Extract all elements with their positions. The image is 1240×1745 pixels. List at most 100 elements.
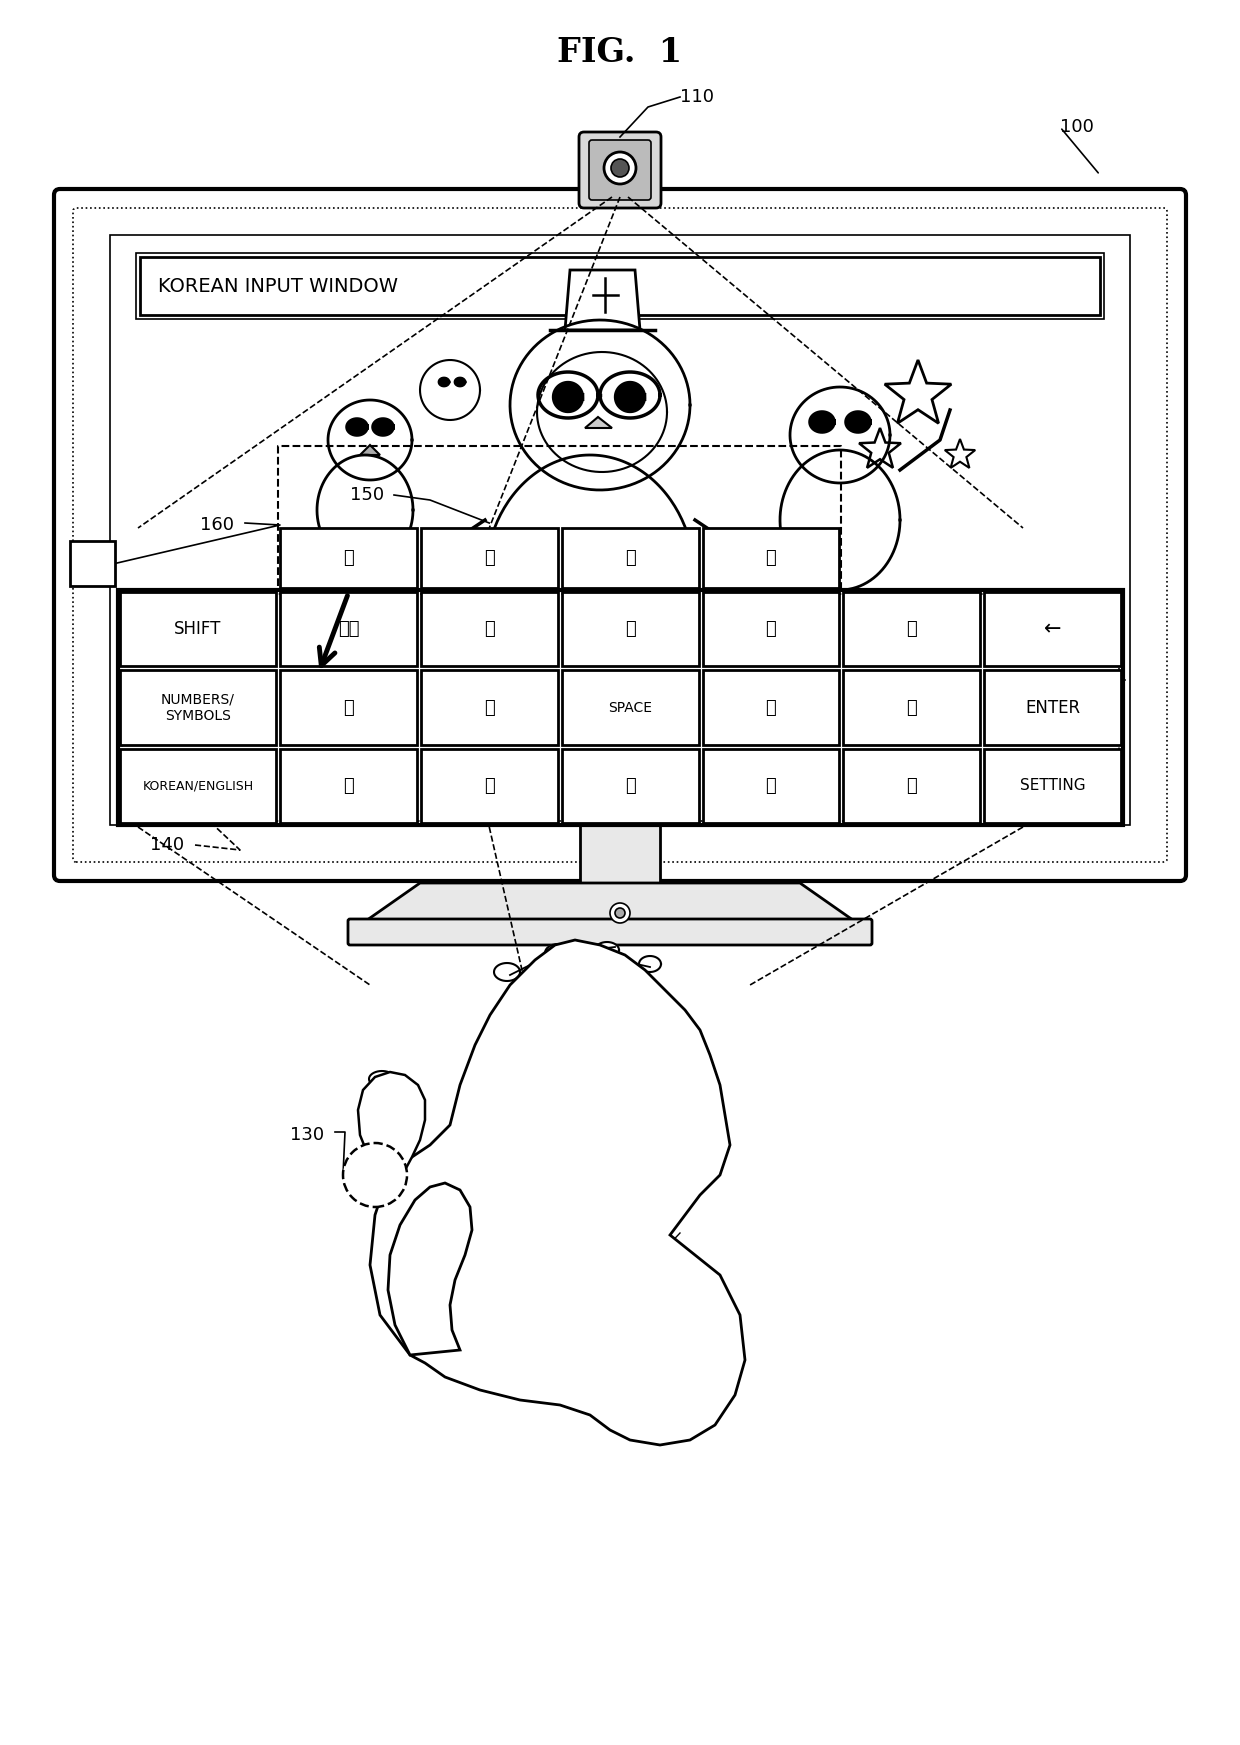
Polygon shape xyxy=(455,379,465,386)
Bar xyxy=(280,529,417,588)
Polygon shape xyxy=(374,421,392,435)
Bar xyxy=(122,593,1118,820)
Text: ㄱ: ㄱ xyxy=(484,777,495,794)
Polygon shape xyxy=(595,942,619,958)
Polygon shape xyxy=(847,414,869,431)
Text: 130: 130 xyxy=(290,1126,324,1145)
Polygon shape xyxy=(329,400,412,480)
Polygon shape xyxy=(494,963,520,981)
Bar xyxy=(562,749,698,824)
Text: ㄱ: ㄱ xyxy=(765,550,776,567)
Text: 카: 카 xyxy=(484,550,495,567)
Text: 140: 140 xyxy=(150,836,184,853)
Bar xyxy=(120,670,277,745)
Polygon shape xyxy=(420,359,480,421)
Text: KOREAN INPUT WINDOW: KOREAN INPUT WINDOW xyxy=(157,276,398,295)
Bar xyxy=(136,253,1104,319)
Bar xyxy=(280,749,417,824)
Polygon shape xyxy=(859,428,901,468)
Polygon shape xyxy=(360,883,861,925)
Polygon shape xyxy=(811,414,833,431)
Polygon shape xyxy=(639,956,661,972)
Polygon shape xyxy=(485,455,694,705)
Text: 110: 110 xyxy=(680,87,714,106)
Text: 카: 카 xyxy=(625,777,635,794)
Polygon shape xyxy=(370,941,745,1445)
FancyBboxPatch shape xyxy=(589,140,651,201)
Polygon shape xyxy=(510,319,689,490)
Text: 120: 120 xyxy=(1080,672,1114,689)
Polygon shape xyxy=(360,445,379,455)
Text: 100: 100 xyxy=(1060,119,1094,136)
Bar xyxy=(562,592,698,667)
Circle shape xyxy=(615,907,625,918)
Text: NUMBERS/
SYMBOLS: NUMBERS/ SYMBOLS xyxy=(161,693,234,722)
Bar xyxy=(703,749,839,824)
Bar xyxy=(120,749,277,824)
FancyBboxPatch shape xyxy=(579,133,661,208)
Bar xyxy=(562,529,698,588)
Circle shape xyxy=(343,1143,407,1208)
Text: KOREAN/ENGLISH: KOREAN/ENGLISH xyxy=(143,780,253,792)
Bar xyxy=(580,820,660,890)
Text: ㅇ: ㅇ xyxy=(765,698,776,717)
Bar xyxy=(843,749,980,824)
Text: SETTING: SETTING xyxy=(1019,778,1085,794)
Bar xyxy=(420,529,558,588)
Bar xyxy=(120,592,277,667)
Bar xyxy=(118,590,1123,825)
Text: ㅅ: ㅅ xyxy=(906,619,918,639)
Polygon shape xyxy=(565,270,640,330)
Bar xyxy=(562,670,698,745)
Text: 나이: 나이 xyxy=(337,619,360,639)
Bar xyxy=(420,749,558,824)
Text: 나: 나 xyxy=(343,550,353,567)
Polygon shape xyxy=(388,1183,472,1356)
Text: FIG.  1: FIG. 1 xyxy=(558,35,682,68)
Polygon shape xyxy=(358,1071,425,1180)
Polygon shape xyxy=(546,944,570,961)
Polygon shape xyxy=(790,387,890,483)
FancyBboxPatch shape xyxy=(55,188,1185,881)
Bar xyxy=(280,592,417,667)
Bar xyxy=(703,592,839,667)
Circle shape xyxy=(604,152,636,183)
Polygon shape xyxy=(439,379,449,386)
Text: ←: ← xyxy=(1044,619,1061,639)
Bar xyxy=(69,541,115,586)
Bar xyxy=(420,592,558,667)
Text: 카: 카 xyxy=(484,619,495,639)
Polygon shape xyxy=(884,359,951,424)
FancyBboxPatch shape xyxy=(73,208,1167,862)
Circle shape xyxy=(611,159,629,176)
Text: 160: 160 xyxy=(200,517,234,534)
Polygon shape xyxy=(317,455,413,565)
Polygon shape xyxy=(537,352,667,471)
Bar xyxy=(985,749,1121,824)
Text: 다: 다 xyxy=(625,550,635,567)
Polygon shape xyxy=(370,1166,391,1185)
Polygon shape xyxy=(945,440,975,468)
Bar xyxy=(420,670,558,745)
Bar xyxy=(843,592,980,667)
Polygon shape xyxy=(538,372,598,419)
Bar xyxy=(703,670,839,745)
Bar xyxy=(140,257,1100,316)
Text: 서: 서 xyxy=(343,777,353,794)
Text: ㄴ: ㄴ xyxy=(484,698,495,717)
Text: 150: 150 xyxy=(350,487,384,504)
Bar xyxy=(985,670,1121,745)
Text: ㅎ: ㅎ xyxy=(906,777,918,794)
Bar xyxy=(703,529,839,588)
Polygon shape xyxy=(348,421,366,435)
Text: SHIFT: SHIFT xyxy=(175,619,222,639)
Circle shape xyxy=(610,902,630,923)
Bar xyxy=(985,592,1121,667)
Polygon shape xyxy=(370,1071,396,1087)
Bar xyxy=(280,670,417,745)
Polygon shape xyxy=(618,386,642,408)
Text: 구: 구 xyxy=(343,698,353,717)
Polygon shape xyxy=(427,1181,454,1201)
Text: ENTER: ENTER xyxy=(1025,698,1080,717)
Text: 르: 르 xyxy=(906,698,918,717)
